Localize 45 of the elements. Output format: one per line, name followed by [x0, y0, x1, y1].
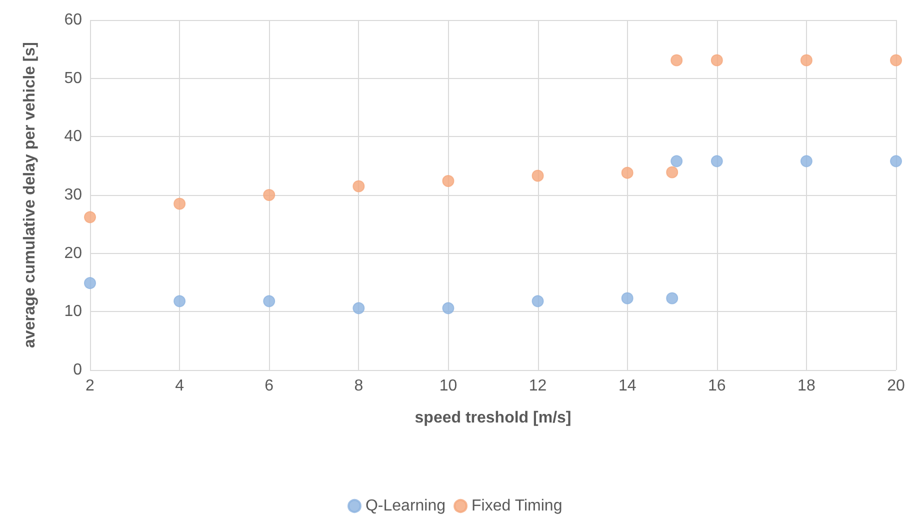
- point: [352, 180, 365, 192]
- point: [174, 295, 186, 308]
- legend-label: Q-Learning: [365, 498, 446, 514]
- y-tick-label: 30: [64, 186, 82, 204]
- y-tick-label: 60: [64, 12, 82, 28]
- x-axis-title: speed treshold [m/s]: [414, 410, 572, 426]
- y-axis-title: average cumulative delay per vehicle [s]: [22, 42, 38, 348]
- point: [352, 302, 365, 314]
- x-tick-label: 2: [86, 378, 95, 394]
- point: [263, 295, 276, 308]
- point: [621, 166, 634, 179]
- y-tick-label: 50: [64, 70, 82, 87]
- x-tick-label: 20: [887, 378, 905, 394]
- x-tick-label: 14: [618, 378, 636, 394]
- point: [670, 155, 683, 168]
- point: [84, 277, 96, 290]
- y-tick-label: 20: [64, 244, 82, 262]
- x-tick-label: 12: [528, 378, 547, 394]
- legend-label: Fixed Timing: [472, 498, 562, 514]
- x-tick-label: 18: [798, 378, 816, 394]
- x-tick-label: 8: [354, 378, 364, 394]
- y-tick-label: 0: [73, 362, 82, 378]
- point: [174, 198, 186, 210]
- x-tick-label: 10: [439, 378, 458, 394]
- point: [532, 295, 544, 308]
- point: [442, 175, 454, 187]
- x-tick-label: 6: [264, 378, 274, 394]
- point: [710, 155, 723, 168]
- y-tick-label: 10: [64, 303, 82, 320]
- point: [263, 189, 276, 201]
- point: [84, 211, 96, 224]
- x-tick-label: 4: [175, 378, 184, 394]
- point: [442, 302, 454, 314]
- point: [890, 54, 902, 66]
- point: [532, 170, 544, 182]
- x-tick-label: 16: [708, 378, 726, 394]
- point: [890, 155, 902, 168]
- point: [800, 155, 812, 168]
- point: [800, 54, 812, 66]
- y-tick-label: 40: [64, 128, 82, 146]
- point: [670, 54, 683, 66]
- point: [666, 292, 678, 304]
- point: [666, 166, 678, 178]
- point: [710, 54, 723, 66]
- point: [621, 292, 634, 304]
